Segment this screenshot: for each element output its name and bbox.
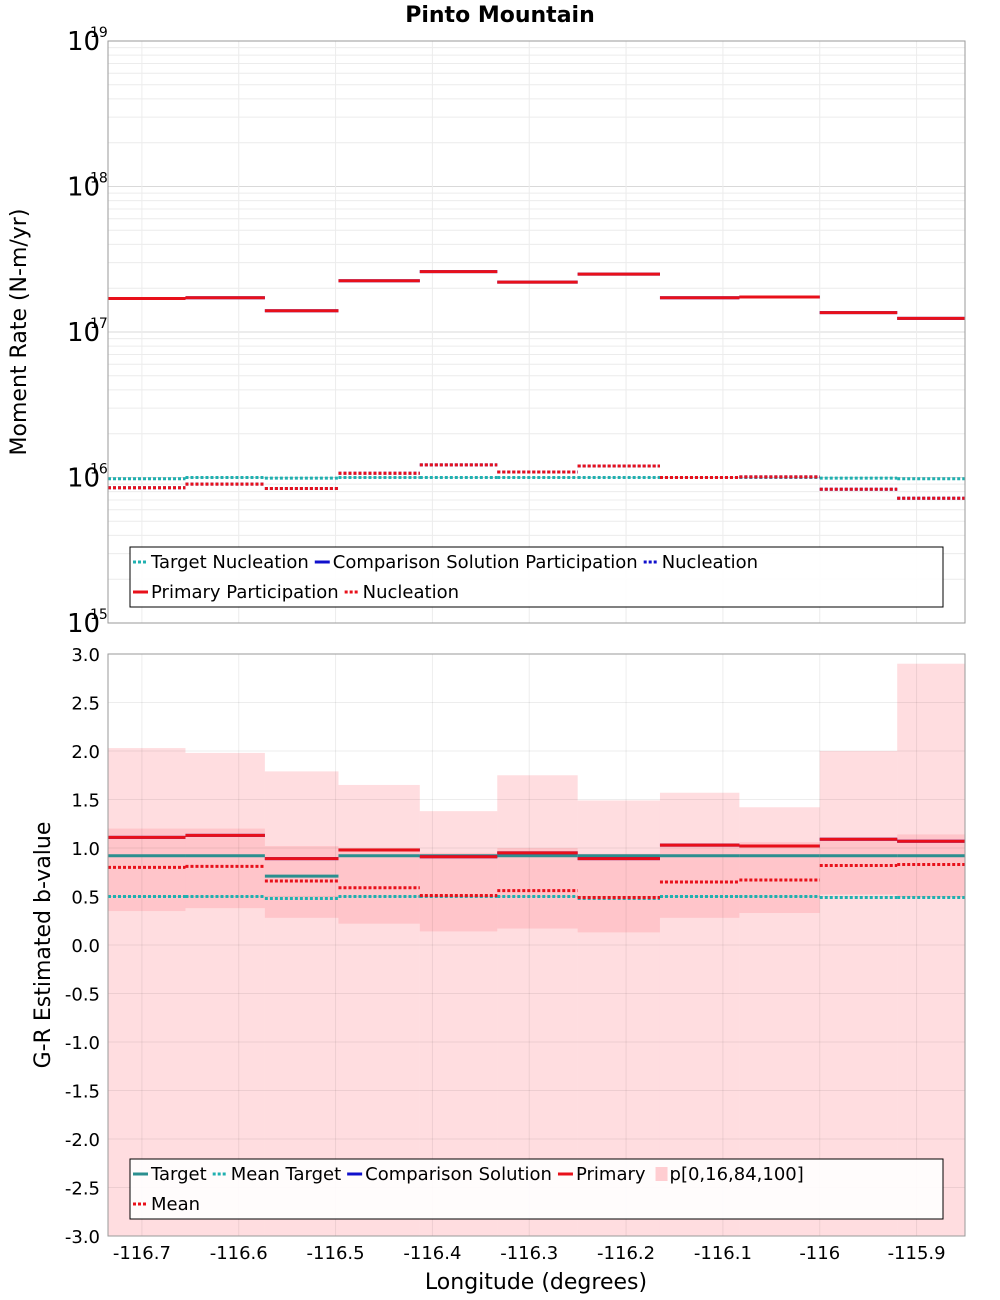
- plot2-legend-box: [129, 1158, 944, 1220]
- plot1-y-tick-exponent: 16: [90, 462, 108, 478]
- plot1-y-tick-label: 10: [67, 609, 100, 639]
- plot2-y-tick-label: 0.5: [71, 888, 100, 909]
- plot2-y-tick-label: 2.0: [71, 742, 100, 763]
- plot2-y-tick-label: -0.5: [65, 985, 100, 1006]
- plot1-y-tick-exponent: 19: [90, 25, 108, 41]
- plot1-y-tick-label: 10: [67, 173, 100, 203]
- plot1-legend: Target Nucleation Comparison Solution Par…: [129, 546, 944, 608]
- plot2-legend: Target Mean Target Comparison Solution Prim…: [129, 1158, 944, 1220]
- plot2-y-tick-label: -2.5: [65, 1179, 100, 1200]
- plot1-legend-label-nucleation: Nucleation: [363, 582, 459, 603]
- plot2-y-tick-label: 3.0: [71, 645, 100, 666]
- plot1-y-tick-exponent: 18: [90, 171, 108, 187]
- plot1-y-tick-label: 10: [67, 27, 100, 57]
- plot2-x-tick-label: -116.1: [694, 1243, 752, 1264]
- plot2-background: [108, 654, 965, 1236]
- plot2-legend-label-target: Target: [150, 1164, 207, 1185]
- plot2-band-inner: [739, 842, 820, 913]
- plot1-series: [108, 270, 965, 500]
- plot2-x-ticks: -116.7 -116.6 -116.5 -116.4 -116.3 -116.2 -116…: [113, 1243, 946, 1264]
- plot2-band-inner: [338, 848, 420, 924]
- plot2-series: [108, 833, 965, 900]
- chart-title: Pinto Mountain: [405, 3, 595, 28]
- plot2-x-tick-label: -116: [799, 1243, 840, 1264]
- plot1-legend-box: [129, 546, 944, 608]
- plot1-legend-label-primary-participation: Primary Participation: [151, 582, 339, 603]
- plot2-band-outer: [185, 752, 265, 1236]
- plot2-x-axis-label: Longitude (degrees): [425, 1270, 647, 1295]
- plot2-legend-label-mean: Mean: [151, 1194, 200, 1215]
- plot2-x-tick-label: -116.6: [210, 1243, 268, 1264]
- plot1-frame: [107, 40, 966, 624]
- plot1-y-tick-label: 10: [67, 464, 100, 494]
- b-value-plot: 3.0 2.5 2.0 1.5 1.0 0.5 0.0 -0.5 -1.0 -1.5 -2.0 -2.…: [31, 645, 966, 1295]
- plot1-legend-label-comparison-solution-participation: Comparison Solution Participation: [333, 552, 638, 573]
- plot1-y-tick-exponent: 17: [90, 316, 108, 332]
- plot2-y-tick-label: 2.5: [71, 694, 100, 715]
- plot2-band-inner: [108, 828, 186, 912]
- plot2-y-axis-label: G-R Estimated b-value: [31, 822, 56, 1069]
- plot2-band-inner: [185, 828, 265, 909]
- plot2-y-tick-label: 1.0: [71, 839, 100, 860]
- plot2-y-ticks: 3.0 2.5 2.0 1.5 1.0 0.5 0.0 -0.5 -1.0 -1.5 -2.0 -2.…: [65, 645, 100, 1248]
- plot2-legend-label-comparison-solution: Comparison Solution: [365, 1164, 552, 1185]
- plot2-y-tick-label: -1.5: [65, 1082, 100, 1103]
- plot2-legend-label-mean-target: Mean Target: [231, 1164, 341, 1185]
- plot2-x-tick-label: -116.5: [307, 1243, 365, 1264]
- plot2-x-tick-label: -115.9: [888, 1243, 946, 1264]
- plot2-legend-swatch-band: [655, 1167, 668, 1181]
- plot2-y-tick-label: -3.0: [65, 1227, 100, 1248]
- plot1-legend-label-target-nucleation: Target Nucleation: [150, 552, 309, 573]
- plot2-y-tick-label: -2.0: [65, 1130, 100, 1151]
- plot1-y-axis-label: Moment Rate (N-m/yr): [7, 209, 32, 456]
- plot2-x-tick-label: -116.3: [500, 1243, 558, 1264]
- plot2-band-inner: [497, 848, 578, 929]
- plot2-band-outer: [108, 748, 186, 1236]
- plot1-y-tick-exponent: 15: [90, 607, 108, 623]
- plot2-x-tick-label: -116.7: [113, 1243, 171, 1264]
- plot2-band-inner: [419, 852, 498, 932]
- plot2-y-tick-label: -1.0: [65, 1033, 100, 1054]
- plot2-frame: [107, 653, 966, 1237]
- plot1-legend-label-nucleation: Nucleation: [662, 552, 758, 573]
- plot2-legend-label-p-0-16-84-100: p[0,16,84,100]: [670, 1164, 804, 1185]
- plot2-x-tick-label: -116.4: [403, 1243, 461, 1264]
- plot2-x-tick-label: -116.2: [597, 1243, 655, 1264]
- plot2-band-inner: [577, 853, 660, 933]
- plot2-y-tick-label: 1.5: [71, 791, 100, 812]
- plot1-y-tick-label: 10: [67, 318, 100, 348]
- plot2-legend-label-primary: Primary: [576, 1164, 646, 1185]
- plot2-band-outer: [897, 663, 965, 1236]
- plot2-y-tick-label: 0.0: [71, 936, 100, 957]
- plot2-band-outer: [819, 751, 898, 1236]
